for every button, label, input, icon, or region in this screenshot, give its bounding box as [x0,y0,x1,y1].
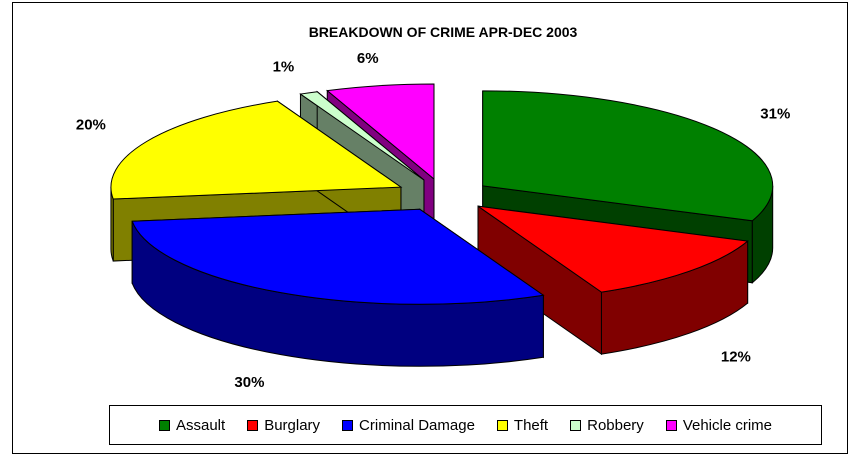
legend-item-assault: Assault [158,416,226,434]
slice-criminal-damage [131,208,545,305]
value-label-theft: 20% [76,116,106,133]
legend-swatch [496,419,508,431]
slice-robbery [299,91,425,181]
chart-title: BREAKDOWN OF CRIME APR-DEC 2003 [309,24,578,40]
slice-vehicle-crime [326,83,435,181]
legend-swatch [665,419,677,431]
value-label-burglary: 12% [721,349,751,366]
chart-area: BREAKDOWN OF CRIME APR-DEC 2003 31% 12% 30… [12,2,848,454]
slice-theft [110,100,403,200]
legend-item-criminal-damage: Criminal Damage [342,417,475,434]
pie-chart: BREAKDOWN OF CRIME APR-DEC 2003 31% 12% 30… [76,24,790,391]
value-label-vehicle-crime: 6% [357,50,379,67]
value-label-robbery: 1% [273,59,295,76]
legend-label: Vehicle crime [682,416,773,434]
pie-slices [110,83,774,367]
legend-item-robbery: Robbery [570,417,644,434]
legend-item-theft: Theft [496,416,549,434]
pie-value-labels: 31% 12% 30% 20% 1% 6% [76,50,790,391]
legend-swatch [570,419,582,431]
legend-label: Burglary [264,416,321,434]
legend-label: Theft [513,416,549,434]
legend-label: Assault [175,416,226,434]
legend-swatch [247,419,259,431]
legend-label: Criminal Damage [359,416,475,434]
legend-item-vehicle-crime: Vehicle crime [665,416,773,434]
legend-label: Robbery [587,416,644,434]
legend-swatch [342,419,354,431]
slice-burglary [477,205,749,293]
legend: Assault Burglary Criminal Damage Theft Robbe… [109,405,822,445]
value-label-assault: 31% [760,106,790,123]
legend-item-burglary: Burglary [247,417,320,434]
value-label-criminal-damage: 30% [234,374,264,391]
slice-assault [482,90,774,222]
legend-swatch [158,419,170,431]
